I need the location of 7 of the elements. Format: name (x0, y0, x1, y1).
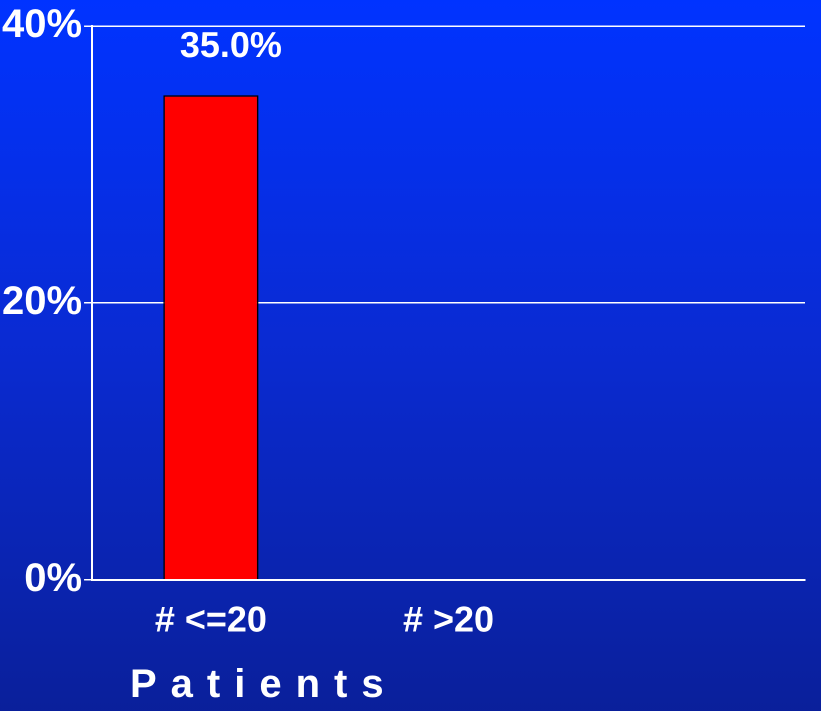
x-tick-label: # >20 (402, 598, 494, 640)
y-tick-label: 20% (2, 278, 82, 323)
y-tick-label: 40% (2, 2, 82, 46)
x-tick-label: # <=20 (154, 598, 267, 640)
x-axis-title: Patients (130, 662, 398, 707)
y-tick-label: 0% (24, 556, 82, 600)
data-label: 35.0% (180, 24, 282, 66)
